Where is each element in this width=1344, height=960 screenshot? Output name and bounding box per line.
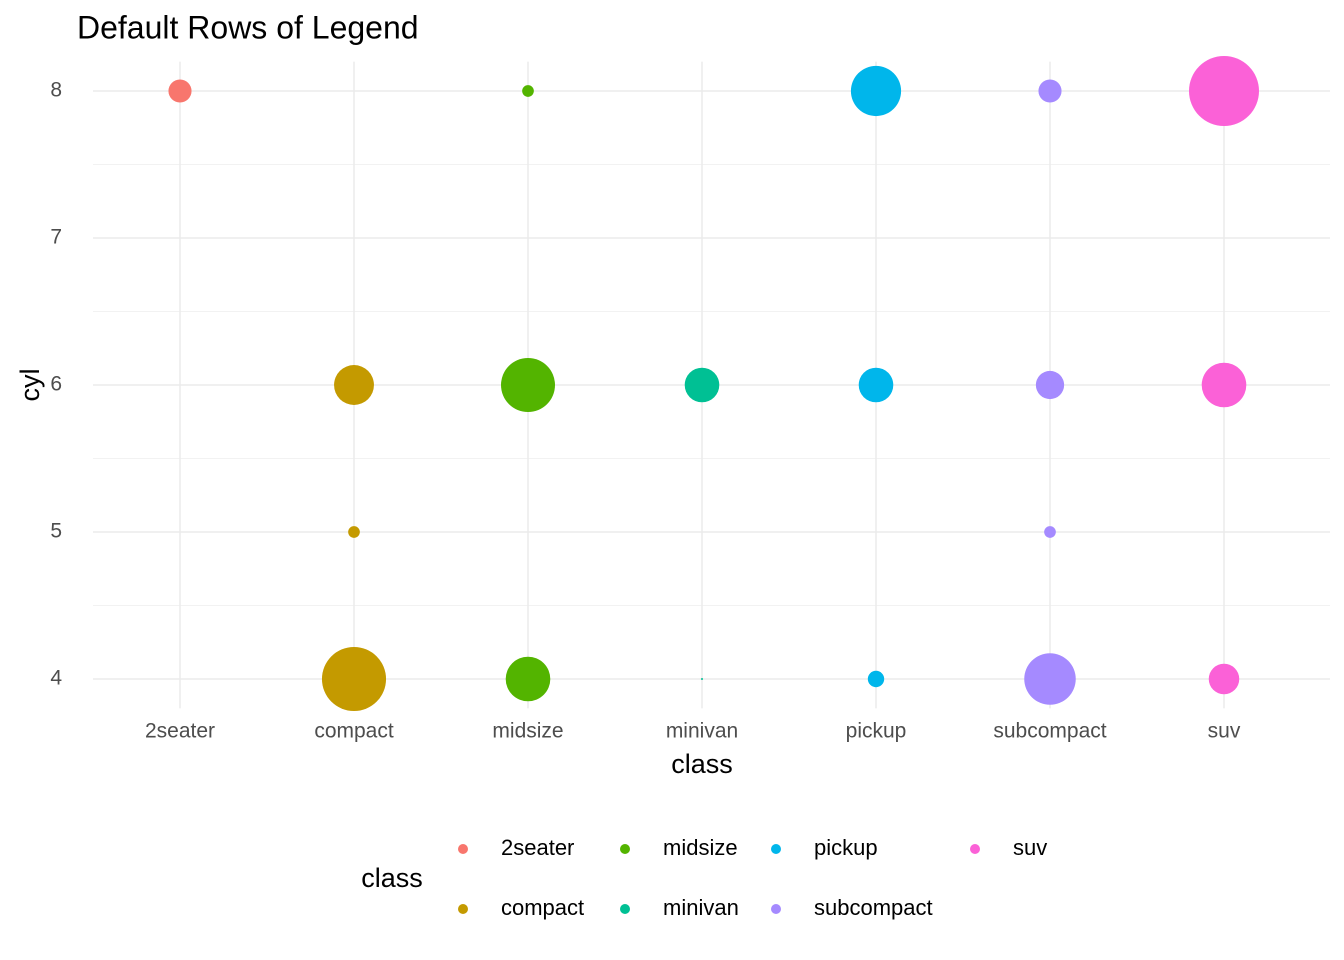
point — [701, 678, 703, 680]
point — [1189, 56, 1259, 126]
point — [1208, 663, 1240, 695]
point — [1038, 79, 1062, 103]
y-tick-label: 7 — [50, 226, 62, 249]
point — [348, 526, 360, 538]
point — [867, 670, 885, 688]
legend-label: midsize — [663, 835, 738, 860]
y-tick-label: 6 — [50, 373, 62, 396]
x-tick-label: suv — [1208, 720, 1241, 743]
legend-label: 2seater — [501, 835, 574, 860]
point — [1035, 370, 1065, 400]
y-tick-label: 4 — [50, 667, 62, 690]
point — [1201, 362, 1247, 408]
x-axis-title: class — [671, 749, 733, 779]
y-tick-label: 8 — [50, 79, 62, 102]
y-axis-title: cyl — [15, 369, 45, 402]
x-tick-label: pickup — [846, 720, 907, 743]
point — [858, 367, 894, 403]
point — [501, 358, 555, 412]
x-tick-label: subcompact — [993, 720, 1106, 743]
x-tick-label: 2seater — [145, 720, 215, 743]
legend-key — [458, 904, 468, 914]
legend-key — [771, 844, 781, 854]
legend-label: compact — [501, 895, 584, 920]
legend-title: class — [361, 863, 423, 893]
point — [1044, 526, 1056, 538]
chart-title: Default Rows of Legend — [77, 9, 419, 45]
legend-label: suv — [1013, 835, 1047, 860]
point — [321, 646, 387, 712]
legend-key — [620, 904, 630, 914]
point — [505, 656, 551, 702]
legend-key — [620, 844, 630, 854]
legend-label: subcompact — [814, 895, 933, 920]
y-tick-label: 5 — [50, 520, 62, 543]
legend-key — [458, 844, 468, 854]
x-tick-label: minivan — [666, 720, 738, 743]
legend-key — [970, 844, 980, 854]
legend-key — [771, 904, 781, 914]
point — [1024, 653, 1076, 705]
x-tick-label: compact — [314, 720, 394, 743]
point — [522, 85, 534, 97]
legend-label: minivan — [663, 895, 739, 920]
point — [334, 365, 374, 405]
point — [684, 367, 720, 403]
point — [168, 79, 192, 103]
legend-label: pickup — [814, 835, 878, 860]
point — [850, 65, 902, 117]
x-tick-label: midsize — [492, 720, 563, 743]
